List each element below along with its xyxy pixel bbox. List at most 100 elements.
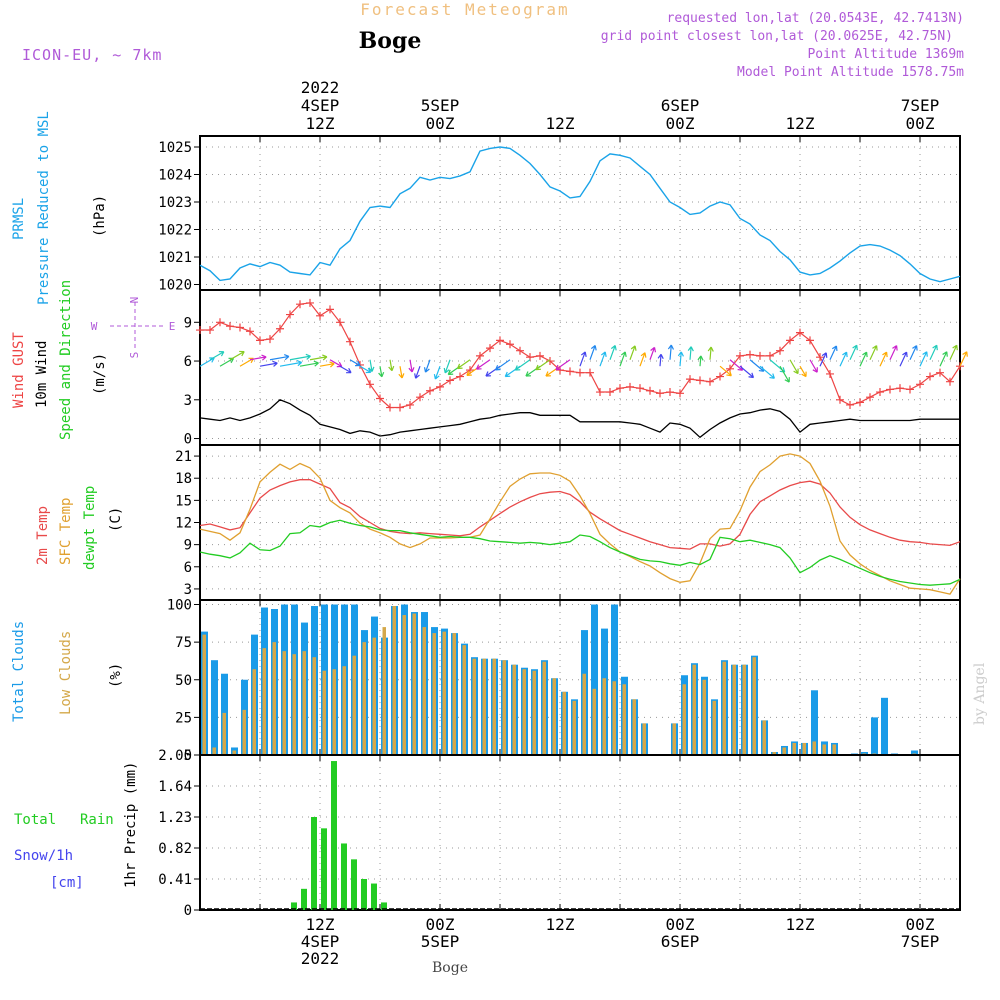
low-cloud-bar [522,669,526,755]
top-time-label: 00Z [426,114,455,133]
low-cloud-bar [332,669,336,755]
model-altitude: Model Point Altitude 1578.75m [737,65,964,80]
low-cloud-bar [462,645,466,755]
wind-direction-arrow [359,365,372,374]
wind-direction-arrow [629,345,637,360]
wind-direction-arrow [349,359,361,367]
low-cloud-bar [562,691,566,755]
low-cloud-bar [782,747,786,755]
low-cloud-bar [622,684,626,755]
wind-direction-arrow [649,346,657,360]
wind-direction-arrow [269,354,290,361]
low-cloud-bar [642,723,646,755]
bottom-time-label: 6SEP [661,932,700,951]
low-cloud-bar [302,651,306,755]
dewpt-line [199,519,961,586]
gust-marker [706,377,714,386]
temperature-tick-label: 3 [184,582,192,598]
low-cloud-bar [632,699,636,755]
wind-direction-arrow [249,354,267,361]
temp-2m-line [199,479,961,550]
low-cloud-bar [352,655,356,755]
clouds-tick-label: 100 [167,598,192,614]
low-cloud-bar [752,657,756,755]
wind-direction-arrow [368,359,375,372]
bottom-time-label: 12Z [786,915,815,934]
wind-direction-arrow [414,366,421,379]
gust-marker [806,336,814,345]
bottom-time-label: 12Z [546,915,575,934]
wind-direction-arrow [799,365,807,378]
low-cloud-bar [392,606,396,755]
gust-marker [376,394,384,403]
gust-marker [746,350,754,359]
wind-direction-arrow [599,351,607,367]
clouds-tick-label: 0 [184,748,192,764]
gust-marker [456,372,464,381]
wind-direction-arrow [259,360,278,367]
requested-coords: requested lon,lat (20.0543E, 42.7413N) [667,11,964,26]
wind-direction-arrow [433,366,441,380]
gust-marker [446,376,454,385]
low-cloud-bar [502,660,506,755]
gust-marker [486,344,494,353]
precipitation-tick-label: 1.23 [158,810,192,826]
wind-direction-arrow [677,351,684,367]
top-time-label: 6SEP [661,96,700,115]
low-cloud-bar [612,681,616,755]
wind-direction-arrow [739,365,755,379]
low-cloud-bar [532,670,536,755]
gust-marker [906,385,914,394]
wind-direction-arrow [657,353,664,367]
cloud-unit: (%) [108,663,124,688]
top-time-label: 00Z [906,114,935,133]
gust-marker [866,393,874,402]
top-time-label: 12Z [546,114,575,133]
gust-marker [286,310,294,319]
precip-cm-label: [cm] [50,875,84,891]
temperature-panel: 3 6 9 12 15 18 21 [175,444,961,601]
temperature-labels: 2m Temp SFC Temp dewpt Temp (C) [35,486,124,570]
rain-bar [361,879,367,910]
wind-direction-arrow [879,351,888,367]
bottom-time-label: 12Z [306,915,335,934]
low-cloud-bar [672,723,676,755]
gust-marker [336,318,344,327]
precip-total-label: Total [14,812,56,828]
gust-marker [896,384,904,393]
pressure-tick-label: 1021 [158,250,192,266]
wind-direction-arrow [959,351,968,367]
bottom-time-label: 00Z [906,915,935,934]
gust-marker [876,388,884,397]
wind-direction-arrow [869,345,878,361]
low-cloud-bar [362,642,366,755]
gust-marker [686,375,694,384]
wind-direction-arrow [535,359,551,371]
low-cloud-bar [682,684,686,755]
low-cloud-bar [542,661,546,755]
wind-direction-arrow [839,351,848,367]
wind-direction-arrow [339,365,352,374]
precipitation-tick-label: 0.41 [158,872,192,888]
gust-marker [476,351,484,360]
low-cloud-bar [282,651,286,755]
total-cloud-bar [871,717,878,755]
model-label: ICON-EU, ~ 7km [22,46,162,64]
low-cloud-bar [772,751,776,755]
gust-marker [236,323,244,332]
wind-direction-arrow [719,365,732,377]
wind-direction-arrow [309,354,328,361]
pressure-tick-label: 1023 [158,195,192,211]
rain-bar [291,902,297,910]
low-cloud-bar [762,720,766,755]
wind-direction-arrow [476,359,491,370]
rain-bar [311,817,317,910]
gust-marker [436,382,444,391]
low-clouds-label: Low Clouds [58,631,74,715]
wind-compass: N W E S [91,297,176,359]
low-cloud-bar [602,678,606,755]
wind-direction-arrow [555,359,571,371]
compass-e: E [169,320,176,333]
gust-marker [516,346,524,355]
low-cloud-bar [232,750,236,755]
